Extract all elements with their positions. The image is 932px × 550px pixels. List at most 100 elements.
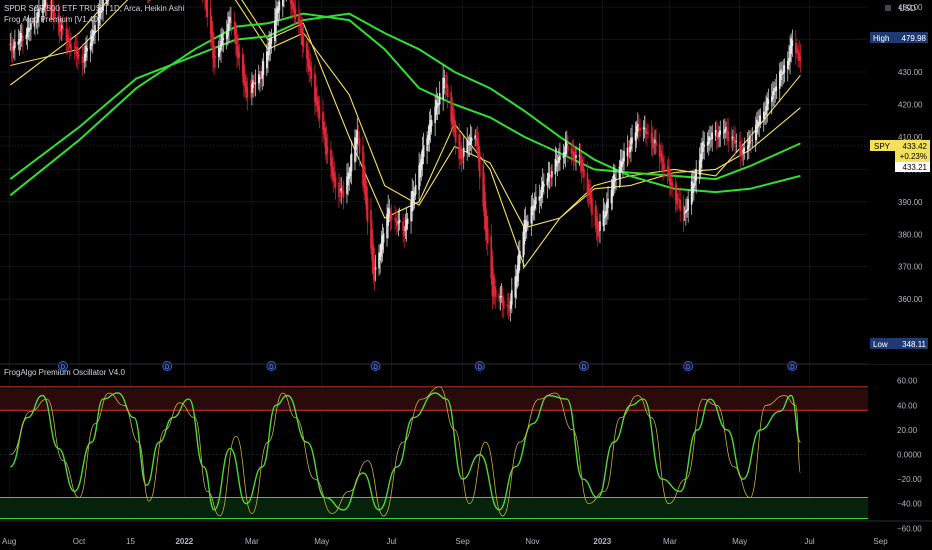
candle-body bbox=[503, 300, 505, 309]
candle-body bbox=[690, 181, 693, 205]
time-tick-label: May bbox=[314, 537, 329, 546]
candle-body bbox=[419, 162, 422, 178]
candle-body bbox=[670, 178, 672, 186]
candle-body bbox=[711, 132, 714, 139]
candle-body bbox=[262, 61, 265, 75]
candle-body bbox=[315, 87, 317, 106]
candle-body bbox=[594, 206, 597, 227]
candle-body bbox=[451, 106, 454, 125]
last-price: 433.42 bbox=[903, 142, 928, 151]
candle-body bbox=[75, 46, 78, 56]
candle-body bbox=[275, 8, 277, 32]
candle-body bbox=[726, 128, 728, 134]
candle-body bbox=[105, 0, 108, 5]
candle-body bbox=[563, 151, 566, 157]
candle-body bbox=[10, 43, 13, 50]
low-value: 348.11 bbox=[902, 340, 926, 349]
candle-body bbox=[332, 167, 335, 180]
candle-body bbox=[85, 45, 87, 58]
candle-body bbox=[43, 0, 46, 8]
candle-body bbox=[543, 184, 545, 187]
candle-body bbox=[703, 144, 705, 147]
candle-body bbox=[781, 73, 783, 75]
candle-body bbox=[454, 125, 457, 143]
candle-body bbox=[770, 96, 773, 102]
candle-body bbox=[469, 137, 472, 144]
price-tick-label: 450.00 bbox=[898, 3, 923, 12]
candle-body bbox=[51, 6, 54, 13]
candle-body bbox=[331, 158, 333, 176]
candle-body bbox=[661, 153, 663, 162]
candle-body bbox=[653, 143, 655, 144]
candle-body bbox=[17, 41, 20, 45]
candle-body bbox=[206, 0, 209, 17]
candle-body bbox=[461, 155, 464, 158]
candle-body bbox=[647, 132, 649, 134]
candle-body bbox=[627, 152, 630, 153]
candle-body bbox=[663, 163, 665, 170]
candle-body bbox=[26, 26, 29, 37]
candle-body bbox=[651, 137, 654, 149]
candle-body bbox=[788, 57, 790, 65]
candle-body bbox=[511, 290, 513, 305]
candle-body bbox=[427, 135, 430, 145]
candle-body bbox=[28, 29, 31, 30]
candle-body bbox=[46, 3, 48, 9]
price-axis[interactable]: 360.00370.00380.00390.00400.00410.00420.… bbox=[868, 0, 932, 364]
price-tick-label: 430.00 bbox=[898, 68, 923, 77]
candle-body bbox=[246, 86, 249, 98]
candle-body bbox=[394, 217, 396, 220]
oscillator-axis[interactable]: 60.00 40.00 20.00 0.0000 −20.00 −40.00 −60.00 bbox=[868, 365, 932, 533]
candle-body bbox=[318, 106, 321, 119]
candle-body bbox=[269, 38, 272, 49]
ticker-label: SPY bbox=[874, 142, 891, 151]
candle-body bbox=[270, 38, 273, 44]
candle-body bbox=[30, 23, 32, 30]
time-tick-label: Mar bbox=[245, 537, 259, 546]
time-tick-label: Jul bbox=[804, 537, 814, 546]
candle-body bbox=[612, 174, 615, 189]
candle-body bbox=[509, 300, 512, 309]
candle-body bbox=[562, 155, 565, 158]
candle-body bbox=[587, 184, 590, 196]
candle-body bbox=[67, 38, 70, 42]
candle-body bbox=[276, 6, 278, 20]
candle-body bbox=[65, 28, 68, 43]
candle-body bbox=[435, 100, 438, 115]
candle-body bbox=[630, 137, 632, 150]
candle-body bbox=[750, 139, 752, 141]
candle-body bbox=[244, 75, 246, 88]
candle-body bbox=[73, 46, 76, 48]
candle-body bbox=[730, 136, 733, 141]
oscillator-title: FrogAlgo Premium Oscillator V4.0 bbox=[4, 368, 125, 377]
candle-body bbox=[559, 155, 561, 160]
currency-label[interactable]: USD bbox=[899, 4, 916, 13]
time-axis[interactable]: Aug Oct 15 2022 Mar May Jul Sep Nov 2023 Mar May Jul… bbox=[0, 520, 932, 546]
candle-body bbox=[225, 32, 228, 40]
candle-body bbox=[483, 185, 486, 217]
candle-body bbox=[646, 131, 648, 135]
candle-body bbox=[555, 160, 558, 167]
candle-body bbox=[34, 22, 37, 24]
candle-body bbox=[655, 141, 657, 146]
candle-body bbox=[338, 182, 340, 197]
candle-body bbox=[682, 205, 685, 222]
candle-body bbox=[645, 128, 647, 134]
candle-body bbox=[774, 90, 776, 92]
candle-body bbox=[710, 138, 712, 140]
candle-body bbox=[205, 0, 207, 9]
candle-body bbox=[390, 215, 393, 221]
candle-body bbox=[62, 26, 64, 30]
candle-body bbox=[411, 191, 414, 212]
candle-body bbox=[492, 276, 495, 297]
candle-body bbox=[97, 8, 100, 30]
dividend-label: D bbox=[165, 365, 170, 371]
candle-body bbox=[398, 219, 401, 223]
price-axis-bg bbox=[868, 0, 932, 364]
candle-body bbox=[341, 189, 344, 193]
candle-body bbox=[654, 139, 656, 144]
candle-body bbox=[602, 210, 605, 227]
candle-body bbox=[467, 144, 470, 146]
candle-body bbox=[557, 156, 560, 163]
